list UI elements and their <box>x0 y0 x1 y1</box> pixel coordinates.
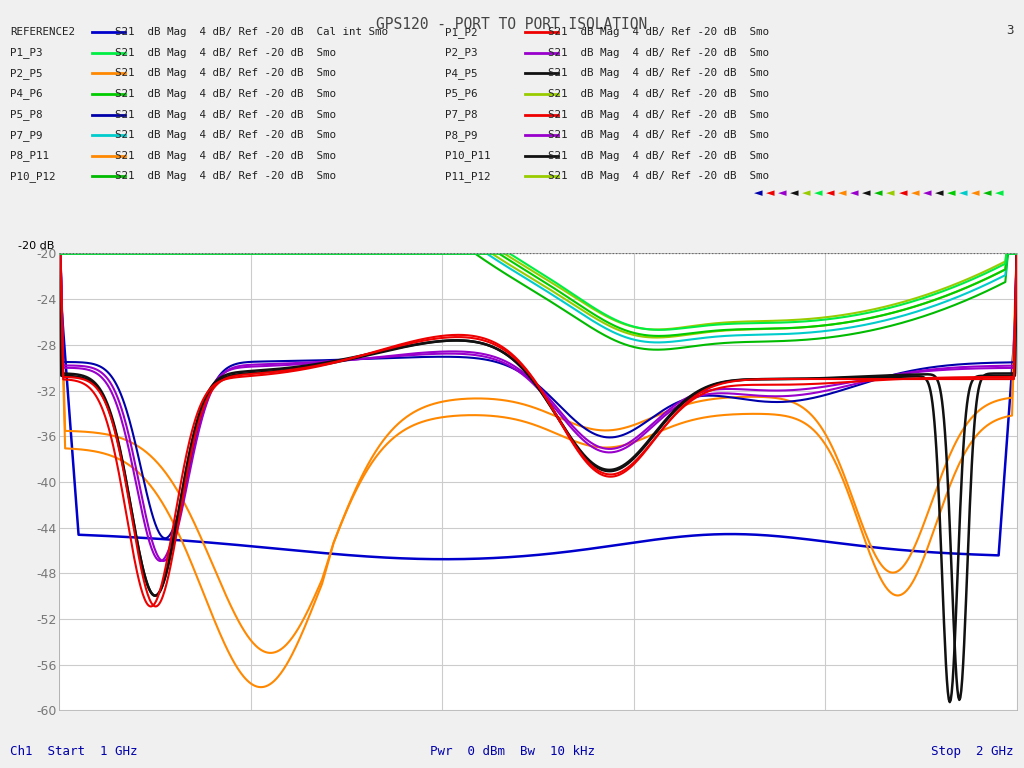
Text: ◄: ◄ <box>995 188 1004 198</box>
Text: REFERENCE2: REFERENCE2 <box>10 27 75 38</box>
Text: ◄: ◄ <box>983 188 991 198</box>
Text: S21  dB Mag  4 dB/ Ref -20 dB  Smo: S21 dB Mag 4 dB/ Ref -20 dB Smo <box>115 89 336 99</box>
Text: P10_P11: P10_P11 <box>445 151 490 161</box>
Text: ◄: ◄ <box>754 188 762 198</box>
Text: P8_P11: P8_P11 <box>10 151 49 161</box>
Text: P7_P9: P7_P9 <box>10 130 43 141</box>
Text: S21  dB Mag  4 dB/ Ref -20 dB  Smo: S21 dB Mag 4 dB/ Ref -20 dB Smo <box>115 48 336 58</box>
Text: ◄: ◄ <box>838 188 847 198</box>
Text: P5_P6: P5_P6 <box>445 88 478 100</box>
Text: ◄: ◄ <box>766 188 774 198</box>
Text: P7_P8: P7_P8 <box>445 109 478 120</box>
Text: P4_P6: P4_P6 <box>10 88 43 100</box>
Text: P1_P3: P1_P3 <box>10 48 43 58</box>
Text: S21  dB Mag  4 dB/ Ref -20 dB  Smo: S21 dB Mag 4 dB/ Ref -20 dB Smo <box>115 151 336 161</box>
Text: S21  dB Mag  4 dB/ Ref -20 dB  Smo: S21 dB Mag 4 dB/ Ref -20 dB Smo <box>548 130 769 141</box>
Text: S21  dB Mag  4 dB/ Ref -20 dB  Smo: S21 dB Mag 4 dB/ Ref -20 dB Smo <box>115 171 336 181</box>
Text: P1_P2: P1_P2 <box>445 27 478 38</box>
Text: ◄: ◄ <box>802 188 810 198</box>
Text: ◄: ◄ <box>850 188 859 198</box>
Text: S21  dB Mag  4 dB/ Ref -20 dB  Smo: S21 dB Mag 4 dB/ Ref -20 dB Smo <box>115 130 336 141</box>
Text: S21  dB Mag  4 dB/ Ref -20 dB  Smo: S21 dB Mag 4 dB/ Ref -20 dB Smo <box>115 68 336 78</box>
Text: S21  dB Mag  4 dB/ Ref -20 dB  Smo: S21 dB Mag 4 dB/ Ref -20 dB Smo <box>115 110 336 120</box>
Text: GPS120 - PORT TO PORT ISOLATION: GPS120 - PORT TO PORT ISOLATION <box>377 17 647 32</box>
Text: S21  dB Mag  4 dB/ Ref -20 dB  Smo: S21 dB Mag 4 dB/ Ref -20 dB Smo <box>548 27 769 38</box>
Text: Pwr  0 dBm  Bw  10 kHz: Pwr 0 dBm Bw 10 kHz <box>429 745 595 757</box>
Text: ◄: ◄ <box>790 188 799 198</box>
Text: S21  dB Mag  4 dB/ Ref -20 dB  Smo: S21 dB Mag 4 dB/ Ref -20 dB Smo <box>548 151 769 161</box>
Text: ◄: ◄ <box>862 188 870 198</box>
Text: P2_P5: P2_P5 <box>10 68 43 79</box>
Text: ◄: ◄ <box>958 188 968 198</box>
Text: 3: 3 <box>1007 25 1014 37</box>
Text: ◄: ◄ <box>826 188 835 198</box>
Text: Ch1  Start  1 GHz: Ch1 Start 1 GHz <box>10 745 138 757</box>
Text: ◄: ◄ <box>887 188 895 198</box>
Text: -20 dB: -20 dB <box>17 241 54 251</box>
Text: P10_P12: P10_P12 <box>10 170 55 182</box>
Text: S21  dB Mag  4 dB/ Ref -20 dB  Smo: S21 dB Mag 4 dB/ Ref -20 dB Smo <box>548 110 769 120</box>
Text: ◄: ◄ <box>777 188 786 198</box>
Text: P2_P3: P2_P3 <box>445 48 478 58</box>
Text: S21  dB Mag  4 dB/ Ref -20 dB  Cal int Smo: S21 dB Mag 4 dB/ Ref -20 dB Cal int Smo <box>115 27 388 38</box>
Text: S21  dB Mag  4 dB/ Ref -20 dB  Smo: S21 dB Mag 4 dB/ Ref -20 dB Smo <box>548 68 769 78</box>
Text: ◄: ◄ <box>947 188 955 198</box>
Text: P5_P8: P5_P8 <box>10 109 43 120</box>
Text: ◄: ◄ <box>898 188 907 198</box>
Text: ◄: ◄ <box>874 188 883 198</box>
Text: ◄: ◄ <box>971 188 980 198</box>
Text: ◄: ◄ <box>923 188 931 198</box>
Text: S21  dB Mag  4 dB/ Ref -20 dB  Smo: S21 dB Mag 4 dB/ Ref -20 dB Smo <box>548 48 769 58</box>
Text: P11_P12: P11_P12 <box>445 170 490 182</box>
Text: ◄: ◄ <box>910 188 920 198</box>
Text: P4_P5: P4_P5 <box>445 68 478 79</box>
Text: Stop  2 GHz: Stop 2 GHz <box>931 745 1014 757</box>
Text: ◄: ◄ <box>814 188 822 198</box>
Text: P8_P9: P8_P9 <box>445 130 478 141</box>
Text: ◄: ◄ <box>935 188 943 198</box>
Text: S21  dB Mag  4 dB/ Ref -20 dB  Smo: S21 dB Mag 4 dB/ Ref -20 dB Smo <box>548 171 769 181</box>
Text: S21  dB Mag  4 dB/ Ref -20 dB  Smo: S21 dB Mag 4 dB/ Ref -20 dB Smo <box>548 89 769 99</box>
